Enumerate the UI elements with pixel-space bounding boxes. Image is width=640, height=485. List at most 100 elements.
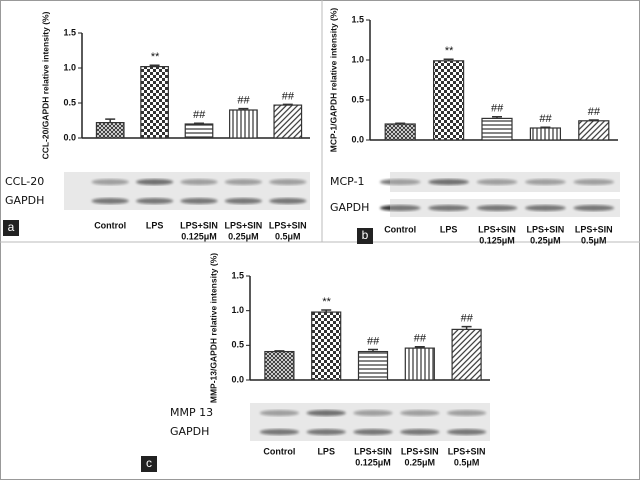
error-bar bbox=[414, 345, 425, 349]
panel-label: b bbox=[362, 228, 369, 242]
blot-band bbox=[91, 198, 129, 204]
x-tick-label: LPS+SIN bbox=[180, 220, 218, 230]
error-bar bbox=[282, 103, 293, 106]
blot-band bbox=[135, 179, 174, 185]
error-bar bbox=[149, 64, 160, 67]
blot-band bbox=[428, 179, 469, 185]
y-tick-label: 1.0 bbox=[231, 305, 244, 315]
panel-label: c bbox=[146, 456, 152, 470]
blot-band bbox=[180, 198, 218, 204]
blot-band bbox=[525, 205, 566, 211]
error-bar bbox=[194, 122, 204, 125]
error-bar bbox=[368, 348, 378, 352]
blot-band bbox=[353, 410, 393, 416]
y-tick-label: 0.0 bbox=[351, 134, 364, 144]
blot-band bbox=[379, 205, 421, 211]
bar bbox=[273, 104, 303, 139]
bar bbox=[95, 121, 125, 139]
blot-strip bbox=[390, 172, 620, 192]
y-tick-label: 1.0 bbox=[351, 54, 364, 64]
blot-band bbox=[269, 198, 307, 204]
x-tick-label: LPS bbox=[440, 224, 458, 234]
blot-band bbox=[573, 205, 615, 211]
x-tick-label: Control bbox=[263, 446, 295, 456]
panel-label-box bbox=[357, 228, 373, 244]
y-tick-label: 0.5 bbox=[351, 94, 364, 104]
blot-label: CCL-20 bbox=[5, 175, 44, 188]
blot-label: GAPDH bbox=[330, 201, 369, 214]
bar bbox=[404, 347, 435, 381]
significance: ## bbox=[460, 313, 473, 325]
x-tick-label: 0.25μM bbox=[530, 235, 561, 245]
blot-label: GAPDH bbox=[5, 194, 44, 207]
bar bbox=[529, 127, 562, 141]
blot-band bbox=[306, 429, 346, 435]
x-tick-label: 0.125μM bbox=[181, 231, 217, 241]
blot-band bbox=[259, 410, 300, 416]
significance: ## bbox=[491, 103, 504, 115]
panel-label-box bbox=[3, 220, 19, 236]
blot-strip bbox=[64, 172, 310, 192]
y-axis-label: CCL-20/GAPDH relative intensity (%) bbox=[40, 11, 50, 159]
significance: ## bbox=[588, 106, 601, 118]
blot-band bbox=[446, 410, 487, 416]
y-tick-label: 0.5 bbox=[231, 340, 244, 350]
blot-strip bbox=[64, 192, 310, 210]
x-tick-label: Control bbox=[94, 220, 126, 230]
significance: ** bbox=[150, 51, 159, 63]
blot-band bbox=[306, 410, 346, 416]
y-tick-label: 0.0 bbox=[231, 374, 244, 384]
bar bbox=[229, 109, 258, 139]
y-axis-label: MMP-13/GAPDH relative intensity (%) bbox=[208, 253, 218, 403]
y-tick-label: 1.5 bbox=[63, 27, 76, 37]
blot-band bbox=[180, 179, 218, 185]
y-tick-label: 1.0 bbox=[63, 62, 76, 72]
significance: ## bbox=[237, 95, 250, 107]
significance: ## bbox=[367, 335, 380, 347]
x-tick-label: 0.5μM bbox=[581, 235, 607, 245]
blot-label: GAPDH bbox=[170, 425, 209, 438]
blot-band bbox=[135, 198, 174, 204]
blot-band bbox=[353, 429, 393, 435]
x-tick-label: 0.5μM bbox=[454, 457, 480, 467]
y-tick-label: 0.0 bbox=[63, 132, 76, 142]
blot-strip bbox=[250, 403, 490, 423]
significance: ## bbox=[414, 333, 427, 345]
x-tick-label: LPS+SIN bbox=[401, 446, 439, 456]
bar bbox=[184, 123, 214, 139]
bar bbox=[481, 117, 513, 141]
blot-band bbox=[400, 410, 440, 416]
bar bbox=[451, 328, 482, 381]
bar bbox=[357, 350, 389, 381]
y-axis-label: MCP-1/GAPDH relative intensity (%) bbox=[328, 8, 338, 153]
significance: ## bbox=[539, 113, 552, 125]
x-tick-label: LPS+SIN bbox=[575, 224, 613, 234]
blot-label: MCP-1 bbox=[330, 175, 365, 188]
blot-band bbox=[428, 205, 469, 211]
blot-strip bbox=[390, 199, 620, 217]
blot-band bbox=[379, 179, 421, 185]
blot-band bbox=[224, 198, 263, 204]
blot-band bbox=[259, 429, 300, 435]
error-bar bbox=[321, 309, 332, 313]
blot-label: MMP 13 bbox=[170, 406, 213, 419]
blot-band bbox=[224, 179, 263, 185]
bar bbox=[384, 123, 416, 141]
error-bar bbox=[540, 126, 551, 128]
blot-band bbox=[91, 179, 129, 185]
blot-band bbox=[400, 429, 440, 435]
x-tick-label: LPS bbox=[146, 220, 164, 230]
error-bar bbox=[105, 118, 116, 123]
bar bbox=[264, 350, 295, 381]
y-tick-label: 1.5 bbox=[351, 14, 364, 24]
significance: ** bbox=[444, 45, 453, 57]
error-bar bbox=[492, 116, 502, 119]
blot-band bbox=[476, 179, 518, 185]
error-bar bbox=[274, 350, 285, 352]
error-bar bbox=[395, 122, 406, 124]
x-tick-label: Control bbox=[384, 224, 416, 234]
bar bbox=[578, 120, 610, 141]
error-bar bbox=[238, 107, 249, 110]
x-tick-label: LPS+SIN bbox=[269, 220, 307, 230]
